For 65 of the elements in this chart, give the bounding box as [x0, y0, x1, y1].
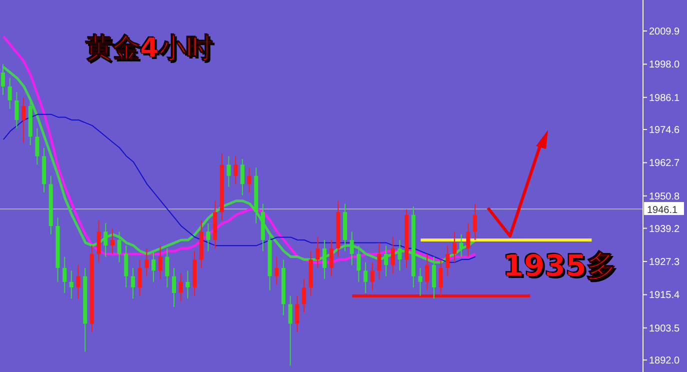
- candlestick: [110, 228, 114, 254]
- annotation: 1935多: [503, 248, 616, 286]
- candlestick: [172, 267, 176, 308]
- candlestick: [240, 158, 244, 196]
- candlestick: [138, 259, 142, 296]
- y-tick-label: 1950.8: [649, 191, 680, 202]
- candlestick: [151, 250, 156, 282]
- candlestick: [165, 248, 170, 288]
- candlestick: [234, 156, 238, 185]
- candlestick: [452, 231, 456, 263]
- candlestick: [472, 203, 477, 240]
- candlestick: [104, 222, 108, 258]
- ref-line-label: 1946.1: [647, 205, 678, 216]
- candlestick: [459, 234, 464, 258]
- candlestick: [390, 236, 395, 274]
- candlestick: [69, 270, 74, 300]
- candlestick: [377, 242, 382, 280]
- candlestick: [302, 278, 306, 314]
- candlestick: [274, 256, 279, 286]
- y-tick-label: 1974.6: [649, 125, 680, 136]
- candlestick: [158, 245, 162, 280]
- y-tick-label: 2009.9: [649, 26, 680, 38]
- candlestick: [418, 267, 422, 296]
- candlestick: [8, 78, 12, 110]
- y-tick-label: 1998.0: [649, 60, 680, 71]
- candlestick: [14, 92, 19, 129]
- y-tick-label: 1927.3: [649, 257, 680, 268]
- candlestick: [384, 245, 388, 277]
- candlestick: [446, 245, 450, 277]
- candlestick: [144, 248, 149, 277]
- candlestick: [76, 264, 80, 300]
- y-tick-label: 1892.0: [649, 356, 680, 367]
- candlestick: [295, 295, 300, 333]
- candlestick: [356, 245, 361, 282]
- candlestick: [96, 220, 101, 263]
- text: 黄金4小时: [86, 32, 213, 66]
- candlestick: [22, 97, 26, 143]
- candlestick: [350, 231, 354, 266]
- candlestick: [329, 240, 334, 277]
- candlestick: [370, 262, 374, 291]
- y-tick-label: 1986.1: [649, 92, 680, 104]
- candlestick: [1, 64, 5, 96]
- candlestick: [364, 262, 368, 294]
- candlestick: [186, 270, 190, 300]
- candlestick: [62, 256, 67, 294]
- candlestick: [178, 272, 183, 302]
- candlestick: [398, 240, 402, 272]
- candlestick: [124, 245, 128, 288]
- candlestick: [316, 236, 320, 268]
- candlestick: [425, 253, 430, 291]
- y-tick-label: 1962.7: [649, 158, 680, 170]
- candlestick: [288, 295, 292, 366]
- candlestick: [35, 128, 40, 166]
- candlestick: [438, 259, 443, 296]
- y-tick-label: 1915.4: [649, 290, 680, 302]
- y-tick-label: 1903.5: [649, 323, 680, 334]
- candlestick: [117, 231, 122, 263]
- y-tick-label: 1939.2: [649, 224, 680, 235]
- candlestick: [206, 222, 210, 252]
- candlestick: [226, 156, 231, 188]
- candlestick: [322, 240, 326, 280]
- candlestick: [432, 256, 436, 300]
- candlestick: [247, 166, 252, 194]
- candlestick: [130, 267, 135, 300]
- candlestick: [466, 222, 470, 258]
